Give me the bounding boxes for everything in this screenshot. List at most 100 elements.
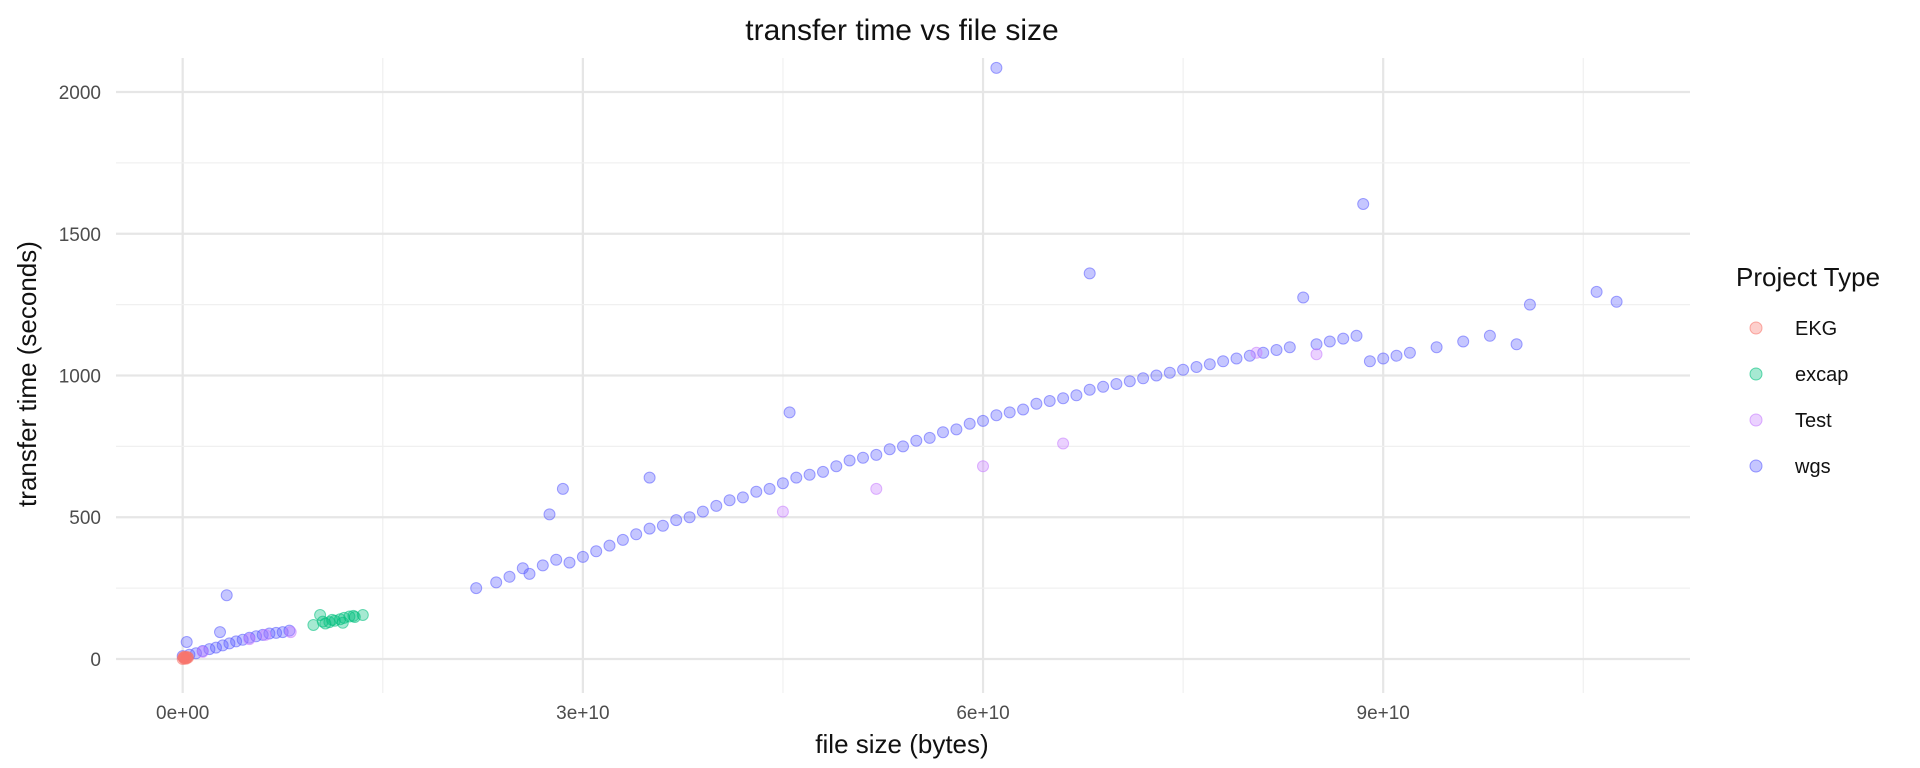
x-axis-label: file size (bytes) <box>815 729 988 759</box>
data-point-test <box>870 482 883 495</box>
data-point-wgs <box>1243 349 1256 362</box>
data-point-wgs <box>1270 344 1283 356</box>
data-point-wgs <box>790 471 803 484</box>
y-axis-label: transfer time (seconds) <box>12 241 42 507</box>
data-point-test <box>196 645 209 658</box>
data-point-wgs <box>576 550 589 563</box>
data-point-wgs <box>670 514 683 527</box>
data-point-wgs <box>1217 355 1230 368</box>
data-point-wgs <box>990 409 1003 422</box>
data-point-wgs <box>523 567 536 580</box>
data-point-wgs <box>1190 361 1203 373</box>
data-point-wgs <box>1403 346 1416 359</box>
chart-title: transfer time vs file size <box>745 14 1058 47</box>
x-tick-label: 6e+10 <box>956 703 1009 724</box>
data-point-wgs <box>536 559 549 572</box>
y-tick-label: 0 <box>90 650 101 671</box>
data-point-wgs <box>1017 403 1030 416</box>
data-point-wgs <box>683 511 696 524</box>
data-point-wgs <box>870 448 883 461</box>
data-point-wgs <box>923 431 936 444</box>
data-point-wgs <box>696 505 709 518</box>
data-point-wgs <box>857 451 869 464</box>
data-point-wgs <box>1123 375 1136 388</box>
x-tick-label: 0e+00 <box>156 703 209 724</box>
data-point-wgs <box>843 454 856 467</box>
data-point-wgs <box>543 508 556 521</box>
data-point-wgs <box>470 582 483 595</box>
data-point-wgs <box>910 434 923 447</box>
data-point-wgs <box>503 570 516 583</box>
data-point-wgs <box>223 637 236 650</box>
data-point-wgs <box>776 477 789 490</box>
data-point-wgs <box>603 539 616 552</box>
data-point-wgs <box>1357 198 1370 210</box>
data-point-wgs <box>937 426 949 439</box>
data-point-excap <box>326 613 339 626</box>
data-point-wgs <box>1137 372 1150 385</box>
data-point-wgs <box>1377 352 1390 365</box>
data-point-wgs <box>550 553 563 566</box>
data-point-test <box>243 633 256 646</box>
legend-label-test: Test <box>1795 410 1832 432</box>
x-axis-ticks: 0e+00 3e+10 6e+10 9e+10 <box>156 703 1410 724</box>
data-point-wgs <box>630 528 643 541</box>
data-points <box>176 61 1623 665</box>
data-point-wgs <box>783 406 796 419</box>
data-point-wgs <box>803 468 816 481</box>
data-point-excap <box>316 615 329 628</box>
data-point-wgs <box>1070 389 1083 402</box>
data-point-excap <box>356 609 369 621</box>
y-axis-ticks: 0 500 1000 1500 2000 <box>59 83 101 671</box>
legend-label-ekg: EKG <box>1795 318 1837 340</box>
data-point-wgs <box>563 556 576 569</box>
data-point-wgs <box>1363 355 1376 368</box>
y-tick-label: 1500 <box>59 225 101 246</box>
y-tick-label: 1000 <box>59 367 101 388</box>
legend-label-excap: excap <box>1795 364 1848 386</box>
data-point-wgs <box>616 533 629 546</box>
data-point-wgs <box>656 519 669 532</box>
grid <box>116 58 1690 693</box>
data-point-wgs <box>1350 329 1363 342</box>
data-point-wgs <box>723 494 736 507</box>
data-point-excap <box>347 609 360 622</box>
data-point-wgs <box>1043 395 1056 407</box>
x-tick-label: 9e+10 <box>1357 703 1410 724</box>
data-point-wgs <box>1483 329 1496 342</box>
data-point-wgs <box>590 545 603 558</box>
data-point-wgs <box>1163 366 1176 379</box>
data-point-test <box>259 628 272 641</box>
data-point-wgs <box>990 61 1003 74</box>
data-point-wgs <box>830 460 843 473</box>
data-point-test <box>1310 348 1323 361</box>
data-point-wgs <box>1003 406 1016 419</box>
legend-title: Project Type <box>1736 262 1880 292</box>
data-point-wgs <box>710 499 723 512</box>
data-point-wgs <box>763 482 776 495</box>
data-point-wgs <box>180 636 193 648</box>
data-point-test <box>776 505 789 518</box>
data-point-wgs <box>736 491 749 504</box>
data-point-wgs <box>1057 392 1070 405</box>
data-point-wgs <box>1203 358 1216 371</box>
legend-marker-wgs <box>1749 459 1763 473</box>
data-point-wgs <box>1283 341 1296 354</box>
legend-marker-test <box>1749 413 1763 427</box>
data-point-wgs <box>1430 341 1443 354</box>
data-point-wgs <box>643 471 656 484</box>
data-point-wgs <box>1083 267 1096 280</box>
data-point-wgs <box>1297 291 1310 304</box>
data-point-wgs <box>1110 378 1123 390</box>
data-point-wgs <box>977 414 989 427</box>
data-point-test <box>1057 437 1070 450</box>
data-point-wgs <box>817 465 829 478</box>
data-point-wgs <box>963 417 976 430</box>
data-point-wgs <box>750 485 763 498</box>
data-point-wgs <box>1457 335 1470 348</box>
legend-items: EKG excap Test wgs <box>1749 318 1848 478</box>
y-tick-label: 500 <box>69 508 101 529</box>
data-point-ekg <box>178 651 191 664</box>
data-point-excap <box>336 616 349 629</box>
